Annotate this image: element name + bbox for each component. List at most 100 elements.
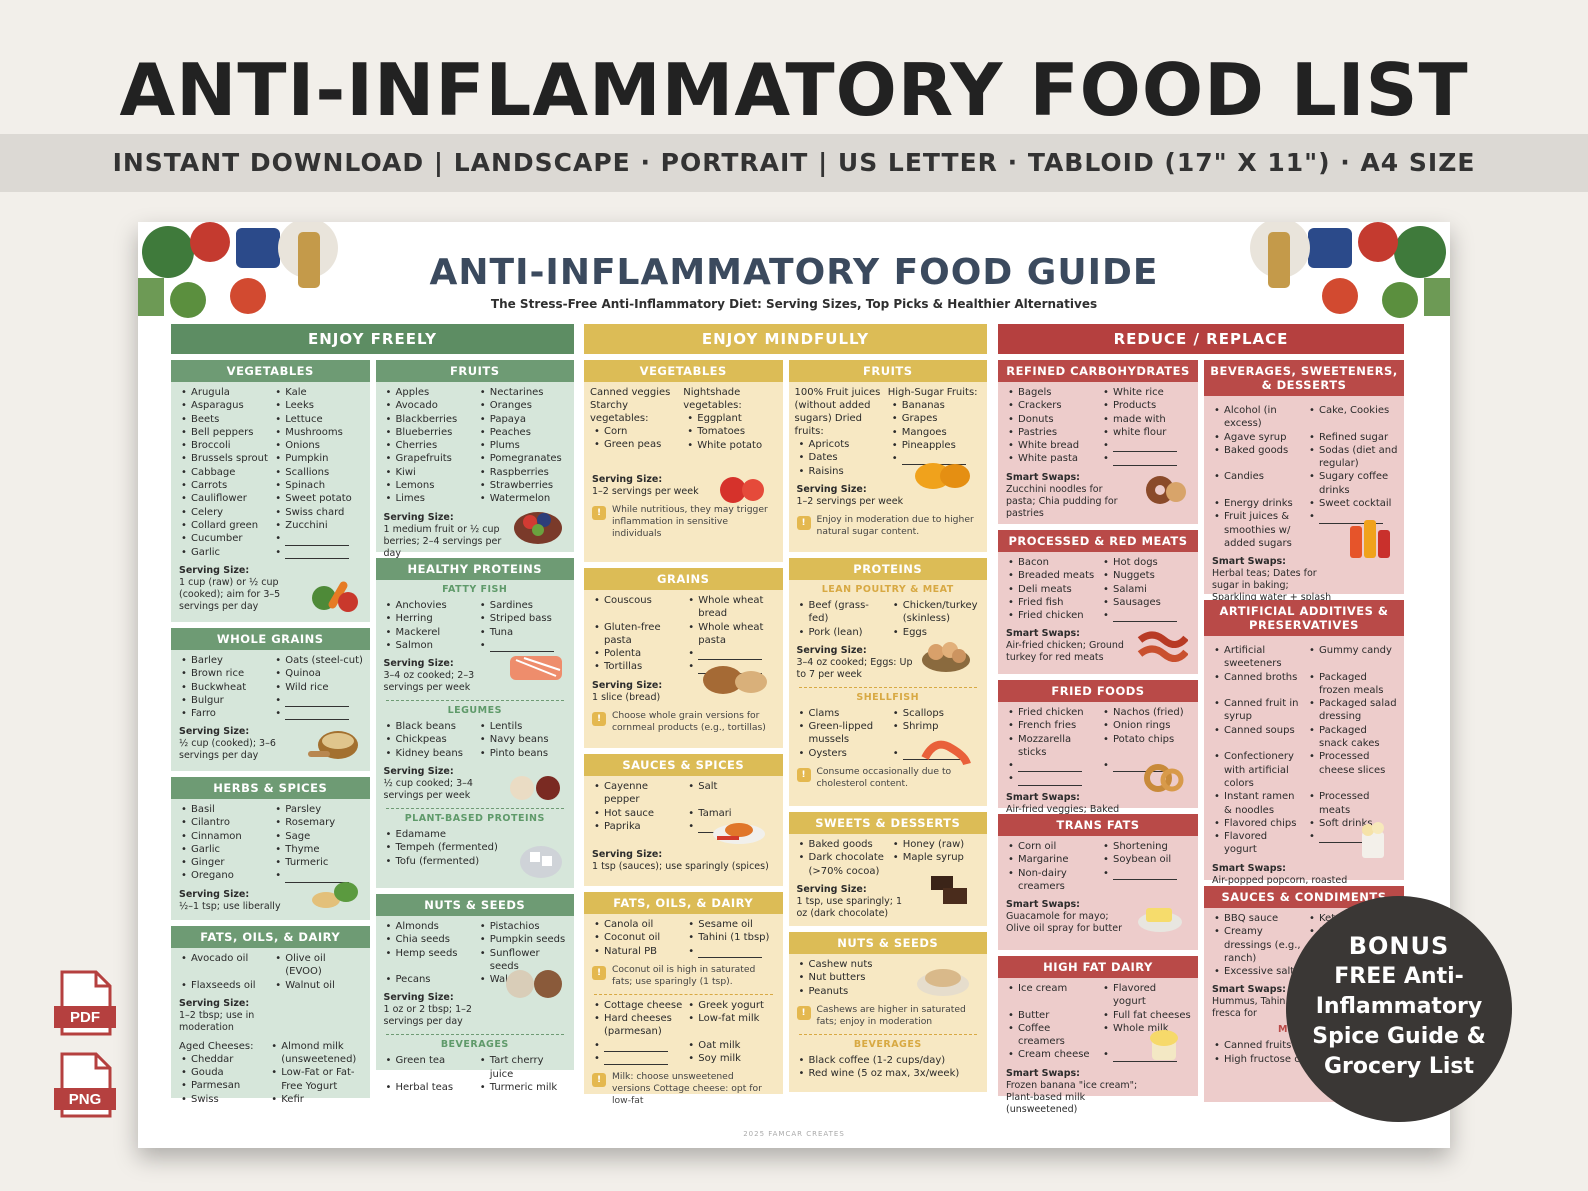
food-item: Maple syrup xyxy=(893,851,981,878)
food-item: Thyme xyxy=(275,843,363,857)
enjoy-mindfully-header: ENJOY MINDFULLY xyxy=(584,324,987,354)
food-list: Bacon Hot dogs Breaded meats Nuggets Deli me… xyxy=(998,552,1198,623)
food-item: Products xyxy=(1103,399,1192,413)
food-item: Pumpkin xyxy=(275,452,363,466)
food-item: Non-dairy creamers xyxy=(1008,867,1097,894)
food-list: Fried chicken Nachos (fried) French fries O… xyxy=(998,702,1198,786)
food-item: Herbal teas xyxy=(386,1081,474,1095)
serving-size: Serving Size: 1 slice (bread) xyxy=(592,679,663,703)
food-list: Canned fruitsHigh fructose corn syrup xyxy=(1204,1035,1404,1066)
food-list: Bagels White rice Crackers Products Donuts ma… xyxy=(998,382,1198,466)
food-item: Tamari xyxy=(688,807,776,821)
box-title: VEGETABLES xyxy=(584,360,783,382)
tofu-icon xyxy=(520,846,562,878)
serving-size: Serving Size: ½–1 tsp; use liberally xyxy=(179,888,281,912)
box-title: FRUITS xyxy=(375,360,574,382)
food-item: Parsley xyxy=(275,803,363,817)
food-list: BananasGrapesMangoesPineapples xyxy=(888,399,981,466)
food-item: Canned broths xyxy=(1214,671,1303,698)
ef-vegetables-box: VEGETABLES Arugula Kale Asparagus Leeks Beet… xyxy=(171,360,370,622)
food-item: Strawberries xyxy=(480,479,568,493)
caution-note: ! Choose whole grain versions for cornmea… xyxy=(584,704,783,734)
food-item: Onion rings xyxy=(1103,719,1192,733)
food-item: Sugary coffee drinks xyxy=(1309,470,1398,497)
food-item: Baked goods xyxy=(1214,444,1303,471)
format-strip: INSTANT DOWNLOAD | LANDSCAPE · PORTRAIT … xyxy=(0,134,1588,192)
food-item xyxy=(594,1052,682,1066)
food-item: Garlic xyxy=(181,546,269,560)
serving-size: Serving Size: 1 cup (raw) or ½ cup (cooke… xyxy=(179,564,281,612)
serving-size: Serving Size: ½ cup (cooked); 3–6 serving… xyxy=(179,726,276,762)
serving-size: Serving Size: 1–2 tbsp; use in moderation xyxy=(179,997,255,1033)
food-item: Collard green xyxy=(181,519,269,533)
food-list: Clams Scallops Green-lipped musselsShrimp O… xyxy=(789,703,988,760)
food-item: Turmeric milk xyxy=(480,1081,568,1095)
food-item: Pork (lean) xyxy=(799,626,887,640)
food-item: Packaged frozen meals xyxy=(1309,671,1398,698)
food-item: Sardines xyxy=(480,599,568,613)
food-item: Sage xyxy=(275,830,363,844)
food-list: Cottage cheese Greek yogurt Hard cheeses (… xyxy=(584,995,783,1066)
food-item: Flavored yogurt xyxy=(1103,982,1192,1009)
food-item: Bacon xyxy=(1008,556,1097,570)
food-item: Black beans xyxy=(386,720,474,734)
food-item: Dark chocolate (>70% cocoa) xyxy=(799,851,887,878)
food-item: Corn oil xyxy=(1008,840,1097,854)
food-item: Low-Fat or Fat-Free Yogurt xyxy=(271,1066,363,1093)
food-list: Barley Oats (steel-cut) Brown rice Quinoa Bu… xyxy=(171,650,370,721)
food-item: Watermelon xyxy=(480,492,568,506)
food-item: Mangoes xyxy=(892,426,981,440)
food-list: Baked goods Honey (raw) Dark chocolate (>7… xyxy=(789,834,988,878)
food-item: Blueberries xyxy=(386,426,474,440)
food-item: Green tea xyxy=(386,1054,474,1081)
food-item: Walnut oil xyxy=(275,979,363,993)
food-item: Asparagus xyxy=(181,399,269,413)
shrimp-icon xyxy=(921,740,971,766)
food-item: Hemp seeds xyxy=(386,947,474,974)
png-file-icon: PNG xyxy=(54,1052,116,1118)
food-item: Cheddar xyxy=(181,1053,271,1067)
food-item: Butter xyxy=(1008,1009,1097,1023)
food-item: Fruit juices & smoothies w/ added sugars xyxy=(1214,510,1303,550)
food-item: Mozzarella sticks xyxy=(1008,733,1097,760)
caution-note: ! Cashews are higher in saturated fats; e… xyxy=(789,998,988,1028)
food-list: CornGreen peas xyxy=(590,425,683,452)
box-title: HERBS & SPICES xyxy=(171,777,370,799)
food-list: Cayenne pepperSalt Hot sauce Tamari Paprika xyxy=(584,776,783,833)
bread-icon xyxy=(702,666,767,694)
serving-size: Serving Size: ½ cup cooked; 3–4 servings … xyxy=(383,766,473,802)
food-item: Hard cheeses (parmesan) xyxy=(594,1012,682,1039)
food-item: Lettuce xyxy=(275,413,363,427)
food-item: Fried fish xyxy=(1008,596,1097,610)
food-item: Nachos (fried) xyxy=(1103,706,1192,720)
food-item: Cinnamon xyxy=(181,830,269,844)
box-title: PROTEINS xyxy=(788,558,987,580)
box-title: FATS, OILS, & DAIRY xyxy=(171,926,370,948)
vegetables-icon xyxy=(311,581,358,612)
copyright-footer: 2025 FAMCAR CREATES xyxy=(743,1130,845,1138)
food-list: Alcohol (in excess)Cake, Cookies Agave sy… xyxy=(1204,396,1404,550)
food-item: Tomatoes xyxy=(687,425,776,439)
food-list: Anchovies Sardines Herring Striped bass Mack… xyxy=(376,595,575,652)
food-item: Instant ramen & noodles xyxy=(1214,790,1303,817)
category-head: Nightshade vegetables: xyxy=(683,387,742,411)
food-item: Energy drinks xyxy=(1214,497,1303,511)
food-item xyxy=(688,660,776,674)
fatty-fish-label: FATTY FISH xyxy=(442,584,508,595)
food-item: White pasta xyxy=(1008,452,1097,466)
rr-additives-box: ARTIFICIAL ADDITIVES & PRESERVATIVES Art… xyxy=(1204,600,1404,898)
smart-swaps: Smart Swaps: Hummus, Tahin Salsa fresca f… xyxy=(1212,984,1314,1020)
food-item: Tahini (1 tbsp) xyxy=(688,931,776,945)
food-item: Pastries xyxy=(1008,426,1097,440)
em-fats-box: FATS, OILS, & DAIRY Canola oil Sesame oil… xyxy=(584,892,783,1106)
food-item: Sodas (diet and regular) xyxy=(1309,444,1398,471)
food-item: Tuna xyxy=(480,626,568,640)
food-list: EggplantTomatoesWhite potato xyxy=(683,412,776,452)
food-item: Cabbage xyxy=(181,466,269,480)
food-item: Cucumber xyxy=(181,532,269,546)
food-item: Sunflower seeds xyxy=(480,947,568,974)
box-title: NUTS & SEEDS xyxy=(788,932,987,954)
box-title: SAUCES & SPICES xyxy=(584,754,783,776)
beverages-label: BEVERAGES xyxy=(440,1039,509,1051)
smart-swaps: Smart Swaps: Air-fried chicken; Ground tu… xyxy=(1006,628,1124,664)
